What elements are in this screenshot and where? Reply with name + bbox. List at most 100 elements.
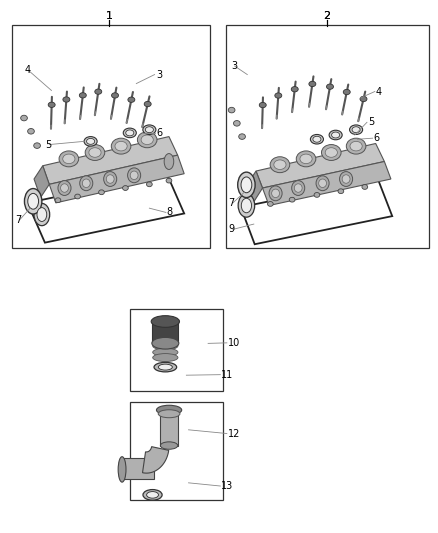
Bar	[152, 321, 178, 342]
Ellipse shape	[21, 115, 27, 121]
Ellipse shape	[60, 184, 68, 192]
Ellipse shape	[275, 93, 282, 98]
Text: 3: 3	[156, 70, 162, 79]
Ellipse shape	[294, 184, 302, 192]
Ellipse shape	[89, 148, 101, 157]
Text: 11: 11	[221, 370, 233, 379]
Polygon shape	[262, 161, 391, 206]
Bar	[160, 414, 178, 446]
Ellipse shape	[166, 178, 172, 183]
Bar	[226, 25, 429, 248]
Text: 5: 5	[45, 140, 51, 150]
Ellipse shape	[332, 132, 340, 138]
Polygon shape	[43, 136, 178, 184]
Ellipse shape	[147, 491, 159, 498]
Text: 5: 5	[368, 117, 374, 127]
Ellipse shape	[346, 138, 366, 154]
Ellipse shape	[321, 144, 341, 160]
Text: 13: 13	[221, 481, 233, 491]
Ellipse shape	[241, 177, 252, 193]
Ellipse shape	[48, 102, 55, 108]
Ellipse shape	[130, 171, 138, 180]
Ellipse shape	[274, 160, 286, 169]
Bar	[130, 402, 223, 500]
Ellipse shape	[123, 185, 128, 190]
Ellipse shape	[118, 457, 126, 482]
Ellipse shape	[34, 143, 40, 148]
Text: 4: 4	[376, 86, 382, 96]
Ellipse shape	[34, 204, 49, 225]
Ellipse shape	[311, 134, 323, 144]
Text: 7: 7	[229, 198, 235, 208]
Ellipse shape	[342, 175, 350, 183]
Ellipse shape	[269, 186, 282, 201]
Text: 7: 7	[15, 215, 21, 225]
Ellipse shape	[84, 136, 97, 146]
Ellipse shape	[233, 120, 240, 126]
Ellipse shape	[127, 168, 141, 183]
Ellipse shape	[154, 362, 177, 372]
Ellipse shape	[63, 154, 75, 164]
Ellipse shape	[82, 179, 90, 188]
Ellipse shape	[239, 134, 245, 139]
Ellipse shape	[151, 316, 180, 327]
Ellipse shape	[350, 125, 363, 134]
Ellipse shape	[316, 176, 329, 191]
Ellipse shape	[309, 82, 316, 86]
Ellipse shape	[291, 86, 298, 92]
Ellipse shape	[153, 353, 178, 361]
Ellipse shape	[112, 93, 119, 98]
Ellipse shape	[138, 132, 157, 148]
Ellipse shape	[339, 172, 353, 187]
Ellipse shape	[238, 172, 255, 198]
Ellipse shape	[343, 90, 350, 95]
Ellipse shape	[160, 442, 178, 449]
Ellipse shape	[352, 127, 360, 133]
Ellipse shape	[128, 97, 135, 102]
Ellipse shape	[296, 151, 316, 167]
Text: 6: 6	[156, 128, 162, 138]
Ellipse shape	[338, 189, 344, 193]
Ellipse shape	[259, 102, 266, 108]
Ellipse shape	[141, 135, 153, 144]
Ellipse shape	[156, 405, 182, 415]
Ellipse shape	[123, 128, 136, 138]
Ellipse shape	[314, 192, 320, 197]
Ellipse shape	[153, 348, 178, 356]
Bar	[130, 309, 223, 391]
Ellipse shape	[143, 125, 156, 134]
Ellipse shape	[59, 151, 79, 167]
Ellipse shape	[329, 130, 342, 140]
Ellipse shape	[313, 136, 321, 142]
Ellipse shape	[241, 198, 251, 213]
Text: 2: 2	[323, 11, 331, 21]
Ellipse shape	[63, 97, 70, 102]
Text: 4: 4	[25, 66, 31, 75]
Ellipse shape	[143, 490, 162, 500]
Polygon shape	[256, 143, 385, 188]
Text: 10: 10	[228, 338, 240, 348]
Ellipse shape	[270, 157, 290, 173]
Ellipse shape	[145, 127, 153, 133]
Bar	[121, 458, 154, 479]
Ellipse shape	[75, 194, 81, 199]
Ellipse shape	[55, 198, 61, 203]
Ellipse shape	[289, 197, 295, 202]
Ellipse shape	[360, 96, 367, 102]
Ellipse shape	[146, 182, 152, 187]
Ellipse shape	[106, 175, 114, 183]
Ellipse shape	[28, 128, 34, 134]
Ellipse shape	[300, 154, 312, 164]
Ellipse shape	[79, 93, 86, 98]
Ellipse shape	[95, 89, 102, 94]
Text: 1: 1	[106, 11, 113, 21]
Ellipse shape	[115, 141, 127, 151]
Ellipse shape	[85, 144, 105, 160]
Ellipse shape	[104, 172, 117, 187]
Ellipse shape	[87, 139, 95, 144]
Ellipse shape	[238, 194, 254, 217]
Ellipse shape	[272, 189, 279, 198]
Ellipse shape	[319, 179, 326, 188]
Polygon shape	[34, 166, 49, 198]
Ellipse shape	[80, 176, 93, 191]
